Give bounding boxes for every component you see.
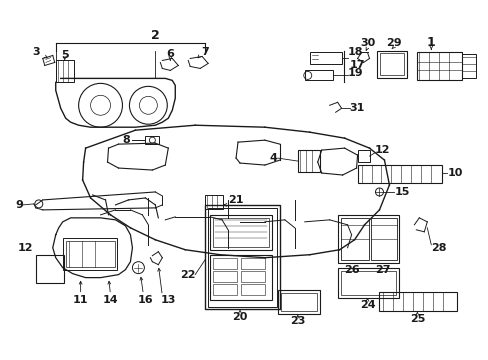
Text: 23: 23 bbox=[289, 316, 305, 327]
Text: 28: 28 bbox=[430, 243, 446, 253]
Bar bbox=[380, 54, 404, 75]
Text: 8: 8 bbox=[122, 135, 130, 145]
Text: 18: 18 bbox=[347, 48, 363, 58]
Text: 25: 25 bbox=[409, 314, 424, 324]
Bar bbox=[213, 258, 237, 269]
Bar bbox=[340, 218, 368, 260]
Text: 31: 31 bbox=[349, 103, 364, 113]
Bar bbox=[210, 215, 271, 250]
Text: 29: 29 bbox=[386, 37, 402, 48]
Bar bbox=[241, 258, 264, 269]
Text: 22: 22 bbox=[179, 270, 195, 280]
Bar bbox=[56, 60, 74, 82]
Text: 3: 3 bbox=[32, 48, 40, 58]
Text: 21: 21 bbox=[227, 195, 243, 205]
Text: 17: 17 bbox=[349, 60, 365, 71]
Text: 6: 6 bbox=[166, 49, 174, 59]
Text: 14: 14 bbox=[102, 294, 118, 305]
Text: 9: 9 bbox=[15, 200, 23, 210]
Bar bbox=[65, 241, 114, 267]
Text: 15: 15 bbox=[394, 187, 409, 197]
Text: 20: 20 bbox=[232, 312, 247, 323]
Bar bbox=[208, 208, 276, 306]
Bar bbox=[205, 195, 223, 209]
Bar bbox=[357, 150, 369, 162]
Bar bbox=[280, 293, 316, 311]
Bar bbox=[277, 289, 319, 315]
Bar bbox=[213, 284, 237, 294]
Bar bbox=[461, 54, 475, 78]
Bar bbox=[340, 271, 396, 294]
Bar bbox=[297, 150, 319, 172]
Text: 19: 19 bbox=[347, 68, 363, 78]
Bar bbox=[309, 53, 341, 64]
Bar bbox=[337, 268, 399, 298]
Bar bbox=[337, 215, 399, 263]
Text: 26: 26 bbox=[343, 265, 359, 275]
Bar bbox=[370, 218, 397, 260]
Text: 12: 12 bbox=[17, 243, 33, 253]
Bar bbox=[377, 50, 407, 78]
Bar bbox=[145, 136, 159, 144]
Text: 7: 7 bbox=[201, 48, 208, 58]
Bar bbox=[205, 205, 279, 310]
Text: 16: 16 bbox=[137, 294, 153, 305]
Text: 11: 11 bbox=[73, 294, 88, 305]
Text: 24: 24 bbox=[359, 300, 375, 310]
Text: 5: 5 bbox=[61, 50, 68, 60]
Text: 13: 13 bbox=[160, 294, 176, 305]
Bar bbox=[241, 284, 264, 294]
Text: 4: 4 bbox=[269, 153, 277, 163]
Bar bbox=[416, 53, 461, 80]
Text: 2: 2 bbox=[151, 29, 160, 42]
Bar bbox=[213, 271, 237, 282]
Bar bbox=[36, 255, 63, 283]
Bar bbox=[241, 271, 264, 282]
Bar bbox=[357, 165, 441, 183]
Text: 10: 10 bbox=[447, 168, 462, 178]
Text: 1: 1 bbox=[426, 36, 435, 49]
Bar bbox=[379, 292, 456, 311]
Bar bbox=[304, 71, 332, 80]
Bar bbox=[62, 238, 117, 270]
Text: 27: 27 bbox=[374, 265, 389, 275]
Bar bbox=[210, 255, 271, 300]
Text: 30: 30 bbox=[359, 37, 374, 48]
Bar bbox=[213, 218, 268, 247]
Text: 12: 12 bbox=[374, 145, 389, 155]
